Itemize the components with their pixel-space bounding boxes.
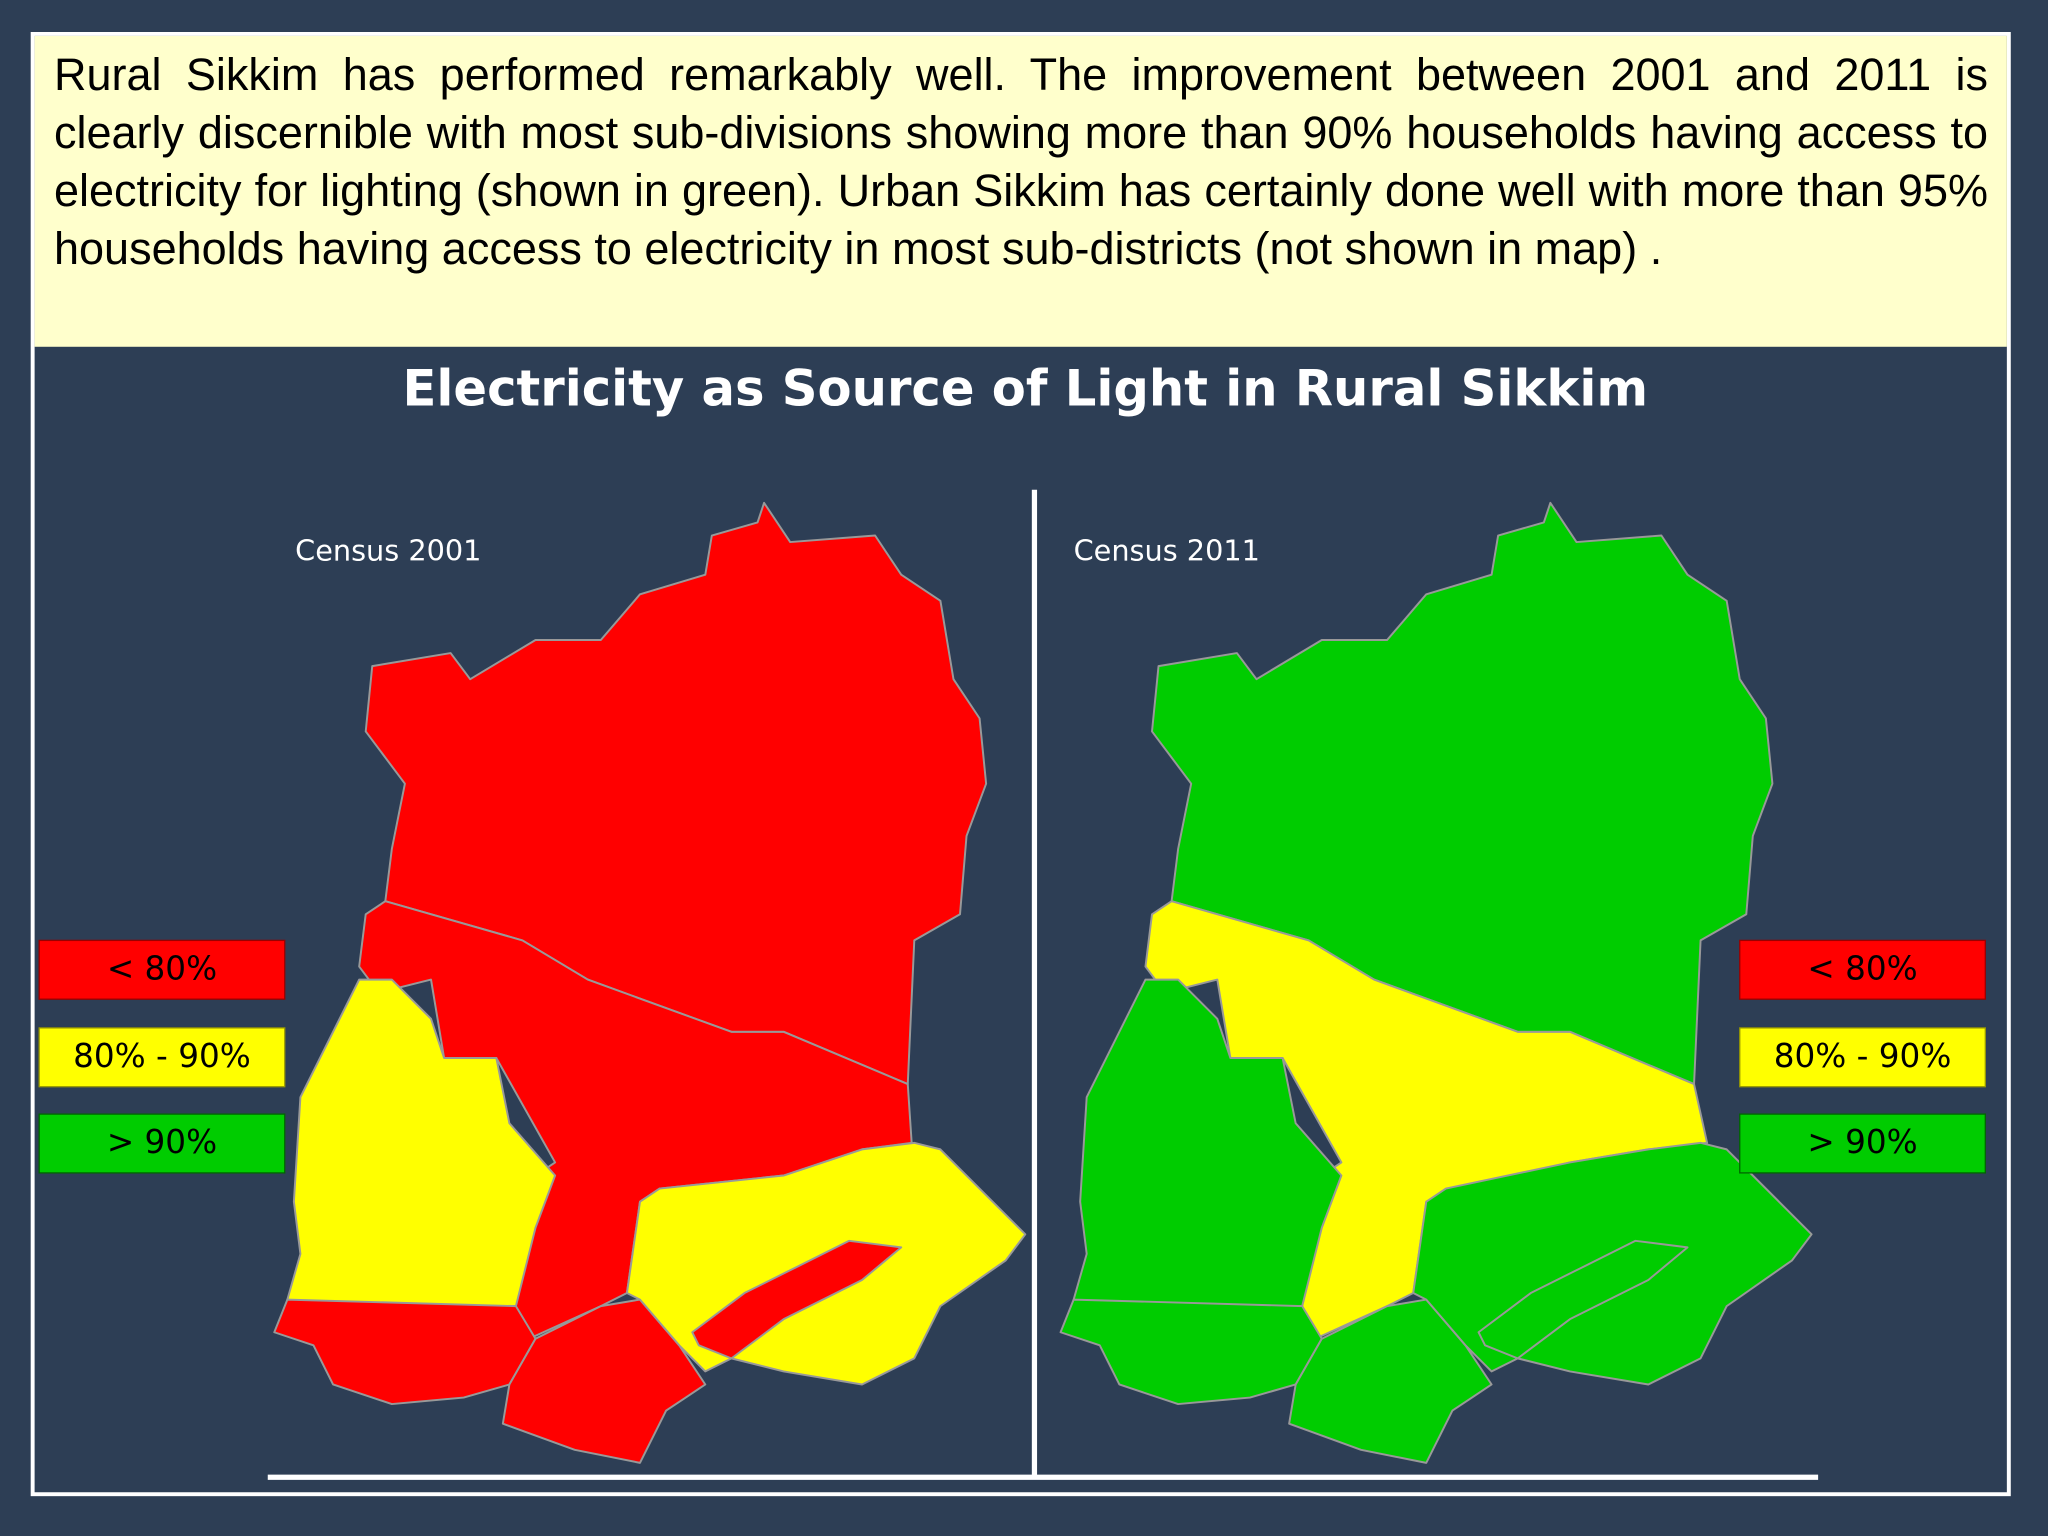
legend-swatch [1739, 1027, 1986, 1088]
region [1477, 1239, 1689, 1360]
title: Electricity as Source of Light in Rural … [403, 359, 1649, 417]
region [273, 1298, 537, 1406]
region [1288, 1298, 1493, 1464]
legend-label: 80% - 90% [73, 1037, 251, 1075]
region [1072, 978, 1343, 1308]
legend-label: < 80% [107, 949, 217, 987]
region [358, 900, 913, 1340]
description: Rural Sikkim has performed remarkably we… [54, 49, 1988, 274]
legend-swatch [1739, 1113, 1986, 1174]
legend-swatch [38, 1113, 286, 1174]
legend-swatch [38, 1027, 286, 1088]
legend: < 80% 80% - 90% > 90% [38, 939, 286, 1174]
map-label: Census 2011 [1074, 533, 1260, 567]
legend-label: 80% - 90% [1774, 1037, 1952, 1075]
region [1059, 1298, 1323, 1406]
legend-swatch [38, 939, 286, 1000]
legend-swatch [1739, 939, 1986, 1000]
text-box [34, 35, 2007, 347]
region [501, 1298, 707, 1464]
frame [30, 32, 2011, 1497]
map-2001 [273, 501, 1027, 1464]
region [286, 978, 557, 1308]
legend: < 80% 80% - 90% > 90% [1739, 939, 1986, 1174]
map-2011 [1059, 501, 1813, 1464]
legend-label: > 90% [107, 1123, 217, 1161]
legend-label: < 80% [1807, 949, 1917, 987]
region [691, 1239, 903, 1360]
map-label: Census 2001 [295, 533, 481, 567]
legend-label: > 90% [1807, 1123, 1917, 1161]
region [1144, 900, 1709, 1340]
